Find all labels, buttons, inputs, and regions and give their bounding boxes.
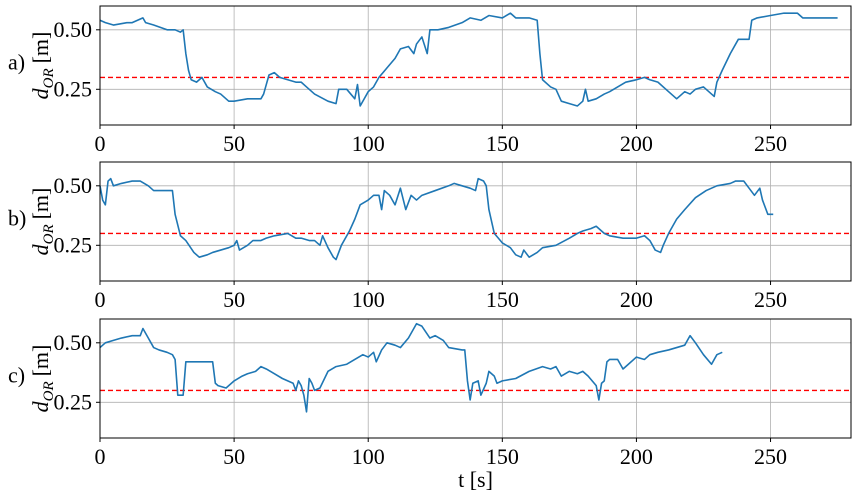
panel-label: a) [8,50,25,75]
x-tick-label: 200 [620,287,653,312]
y-label-subscript: OR [41,224,57,244]
y-label-symbol: d [28,243,53,255]
plot-frame [99,161,852,282]
x-tick-label: 200 [620,444,653,469]
x-tick-label: 250 [754,444,787,469]
x-tick-label: 0 [95,287,106,312]
y-label-unit: [m] [28,32,53,64]
y-axis-label: dOR [m] [28,345,57,413]
plot-frame [99,5,852,126]
y-tick-label: 0.50 [54,173,93,198]
y-tick-label: 0.50 [54,17,93,42]
data-line [99,12,838,107]
y-tick-label: 0.25 [54,76,93,101]
x-axis-label: t [s] [458,467,493,492]
x-tick-label: 0 [95,444,106,469]
plot-frame [99,318,852,439]
x-tick-label: 50 [223,444,245,469]
x-tick-label: 200 [620,131,653,156]
y-label-symbol: d [28,400,53,412]
panel-label: c) [8,363,25,388]
x-tick-label: 250 [754,287,787,312]
x-tick-label: 250 [754,131,787,156]
y-tick-label: 0.25 [54,232,93,257]
data-line [99,177,774,261]
y-label-symbol: d [28,87,53,99]
panel-label: b) [8,206,26,231]
x-tick-label: 0 [95,131,106,156]
data-line [99,322,723,413]
y-label-unit: [m] [28,345,53,377]
y-label-subscript: OR [41,68,57,88]
x-tick-label: 100 [352,131,385,156]
y-label-unit: [m] [28,188,53,220]
x-tick-label: 150 [486,444,519,469]
x-tick-label: 50 [223,131,245,156]
y-tick-label: 0.50 [54,330,93,355]
x-tick-label: 150 [486,287,519,312]
y-label-subscript: OR [41,381,57,401]
y-tick-label: 0.25 [54,389,93,414]
x-tick-label: 150 [486,131,519,156]
x-tick-label: 50 [223,287,245,312]
x-tick-label: 100 [352,287,385,312]
x-tick-label: 100 [352,444,385,469]
y-axis-label: dOR [m] [28,32,57,100]
y-axis-label: dOR [m] [28,188,57,256]
